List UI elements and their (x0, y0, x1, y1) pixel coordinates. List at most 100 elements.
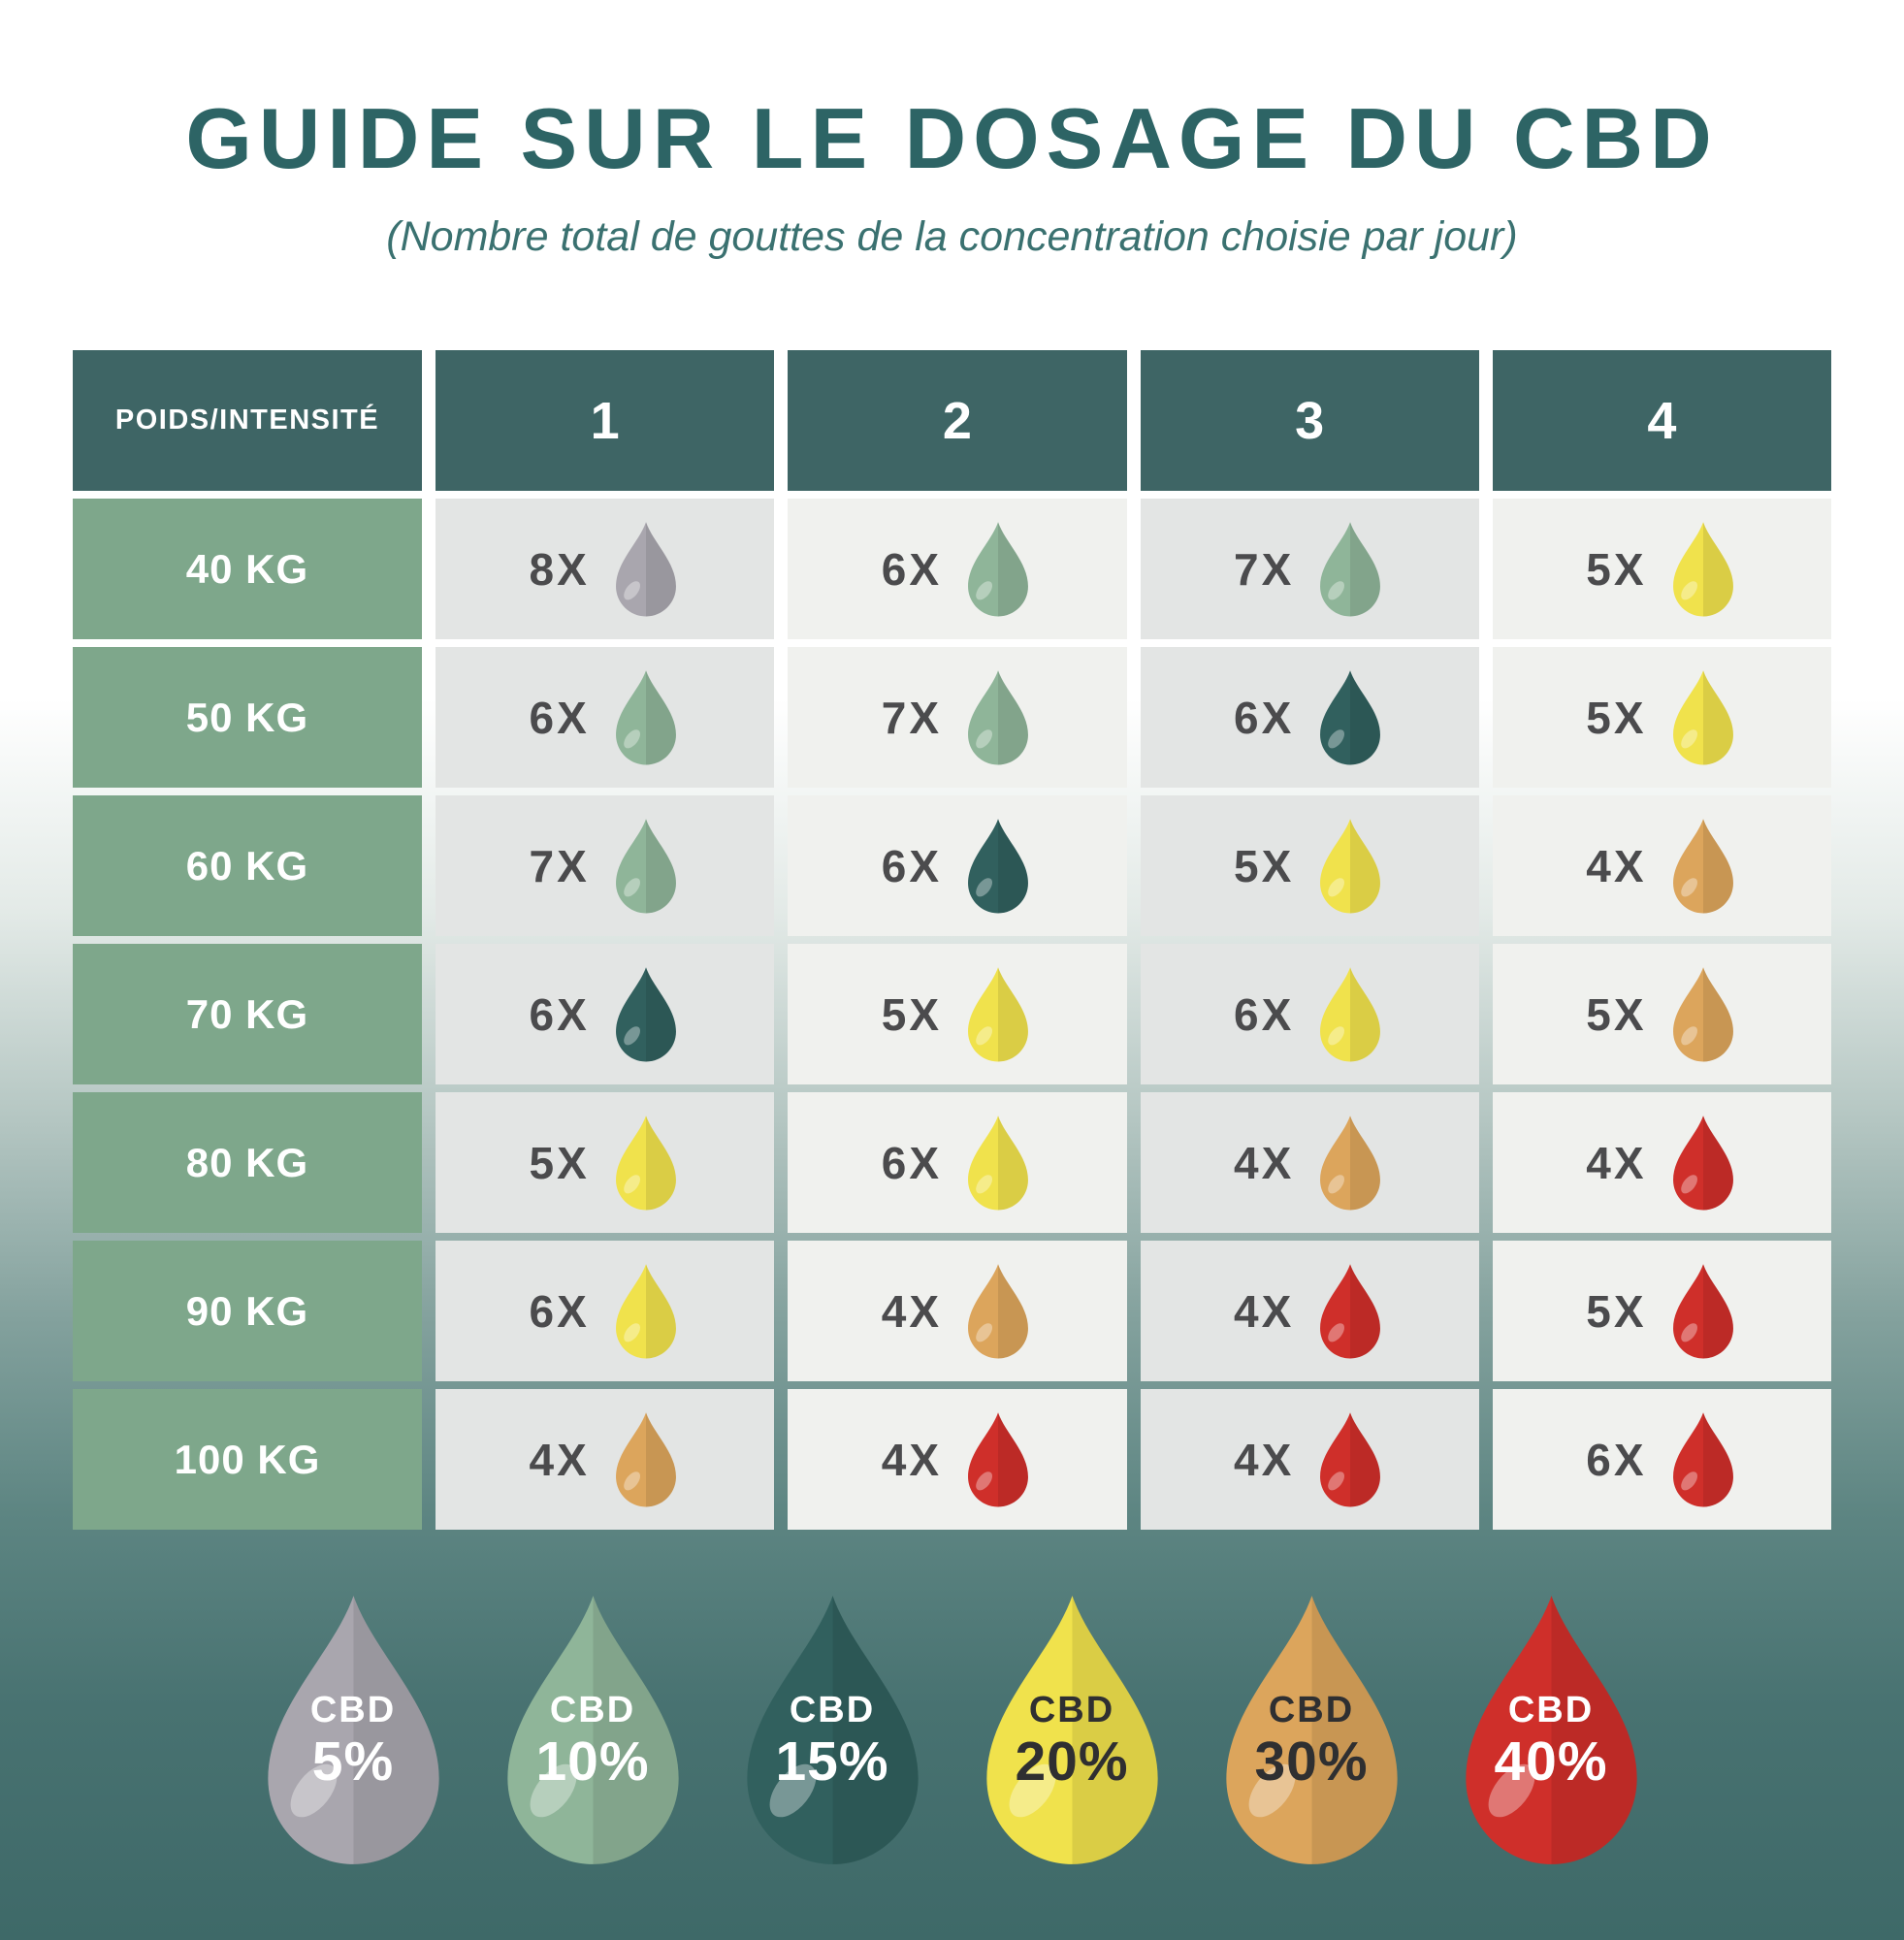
legend-percent-label: 40% (1494, 1730, 1608, 1793)
cbd-drop-wrap (963, 817, 1033, 915)
cbd-drop-wrap (1668, 1114, 1738, 1212)
cbd-drop-icon (615, 967, 676, 1062)
dosage-cell: 6X (788, 499, 1127, 639)
cbd-drop-wrap (1315, 668, 1385, 766)
legend-item: CBD 30% (1212, 1590, 1411, 1868)
drop-count: 6X (1233, 988, 1295, 1040)
legend-text: CBD 40% (1452, 1690, 1651, 1793)
legend-text: CBD 20% (973, 1690, 1172, 1792)
cbd-drop-wrap (963, 965, 1033, 1063)
cbd-drop-wrap (1668, 668, 1738, 766)
cbd-drop-wrap (963, 1410, 1033, 1508)
dosage-cell: 5X (1492, 944, 1831, 1084)
drop-count: 5X (529, 1137, 590, 1188)
cbd-drop-icon (615, 1412, 676, 1507)
drop-count: 4X (881, 1285, 942, 1337)
cbd-drop-wrap (611, 520, 681, 618)
cbd-drop-icon (1320, 1116, 1381, 1211)
legend-item: CBD 10% (494, 1590, 693, 1868)
drop-count: 4X (1586, 840, 1647, 891)
dosage-cell: 5X (1492, 647, 1831, 788)
drop-count: 6X (529, 988, 590, 1040)
legend-drop-icon (1225, 1596, 1398, 1864)
cbd-drop-icon (968, 670, 1028, 765)
dosage-cell: 4X (1492, 795, 1831, 936)
cbd-drop-icon (615, 819, 676, 914)
page-subtitle: (Nombre total de gouttes de la concentra… (386, 213, 1518, 260)
cbd-drop-icon (1320, 1264, 1381, 1359)
drop-count: 5X (1586, 692, 1647, 743)
dosage-cell: 7X (1140, 499, 1479, 639)
legend-cbd-label: CBD (1507, 1690, 1595, 1730)
cbd-drop-icon (1320, 819, 1381, 914)
legend-drop-icon (985, 1596, 1158, 1864)
cbd-drop-icon (1320, 1412, 1381, 1507)
dosage-cell: 4X (436, 1389, 775, 1530)
weight-row-header: 40 KG (73, 499, 422, 639)
drop-count: 6X (881, 543, 942, 595)
dosage-cell: 6X (1492, 1389, 1831, 1530)
cbd-drop-icon (968, 1116, 1028, 1211)
legend: CBD 5% CBD 10% CBD 15% CBD 20% CBD 30% CBD 40% (0, 1590, 1904, 1868)
dosage-cell: 7X (436, 795, 775, 936)
cbd-drop-wrap (1315, 965, 1385, 1063)
weight-row-header: 80 KG (73, 1092, 422, 1233)
dosage-cell: 4X (1140, 1092, 1479, 1233)
drop-count: 4X (1233, 1137, 1295, 1188)
drop-count: 4X (1233, 1285, 1295, 1337)
drop-count: 6X (529, 692, 590, 743)
drop-count: 6X (881, 1137, 942, 1188)
cbd-drop-wrap (611, 1114, 681, 1212)
cbd-drop-icon (615, 670, 676, 765)
drop-count: 6X (1233, 692, 1295, 743)
drop-count: 5X (881, 988, 942, 1040)
dosage-cell: 5X (1492, 499, 1831, 639)
cbd-drop-wrap (611, 817, 681, 915)
page-title: GUIDE SUR LE DOSAGE DU CBD (185, 90, 1719, 186)
cbd-drop-icon (1672, 819, 1733, 914)
drop-count: 5X (1233, 840, 1295, 891)
cbd-drop-icon (1672, 1116, 1733, 1211)
cbd-drop-wrap (963, 668, 1033, 766)
dosage-cell: 7X (788, 647, 1127, 788)
cbd-drop-wrap (611, 1262, 681, 1360)
dosage-cell: 4X (1140, 1241, 1479, 1381)
cbd-drop-icon (1320, 522, 1381, 617)
legend-percent-label: 30% (1254, 1730, 1369, 1793)
dosage-cell: 4X (1140, 1389, 1479, 1530)
drop-count: 5X (1586, 988, 1647, 1040)
cbd-drop-wrap (611, 965, 681, 1063)
cbd-drop-wrap (611, 668, 681, 766)
dosage-cell: 5X (1492, 1241, 1831, 1381)
cbd-drop-wrap (1315, 817, 1385, 915)
drop-count: 6X (529, 1285, 590, 1337)
cbd-drop-wrap (1668, 1262, 1738, 1360)
weight-row-header: 90 KG (73, 1241, 422, 1381)
cbd-drop-wrap (1315, 520, 1385, 618)
cbd-drop-wrap (1668, 520, 1738, 618)
cbd-drop-wrap (1315, 1410, 1385, 1508)
dosage-table: POIDS/INTENSITÉ 1 2 3 4 40 KG 8X 6X 7X 5X 50 KG 6X… (73, 350, 1831, 1530)
legend-cbd-label: CBD (789, 1690, 876, 1730)
dosage-cell: 5X (788, 944, 1127, 1084)
cbd-drop-wrap (1315, 1262, 1385, 1360)
legend-percent-label: 5% (311, 1730, 395, 1793)
drop-count: 4X (1233, 1434, 1295, 1485)
drop-count: 4X (529, 1434, 590, 1485)
column-header-2: 2 (788, 350, 1127, 491)
cbd-drop-icon (1672, 967, 1733, 1062)
legend-drop-icon (746, 1596, 919, 1864)
dosage-cell: 6X (1140, 944, 1479, 1084)
cbd-drop-icon (968, 1264, 1028, 1359)
drop-count: 5X (1586, 543, 1647, 595)
drop-count: 6X (881, 840, 942, 891)
cbd-drop-icon (968, 967, 1028, 1062)
cbd-drop-wrap (1668, 817, 1738, 915)
dosage-cell: 6X (436, 647, 775, 788)
dosage-cell: 4X (788, 1241, 1127, 1381)
drop-count: 7X (1233, 543, 1295, 595)
legend-cbd-label: CBD (1028, 1690, 1115, 1730)
legend-item: CBD 20% (973, 1590, 1172, 1868)
legend-drop-icon (506, 1596, 679, 1864)
column-header-3: 3 (1140, 350, 1479, 491)
